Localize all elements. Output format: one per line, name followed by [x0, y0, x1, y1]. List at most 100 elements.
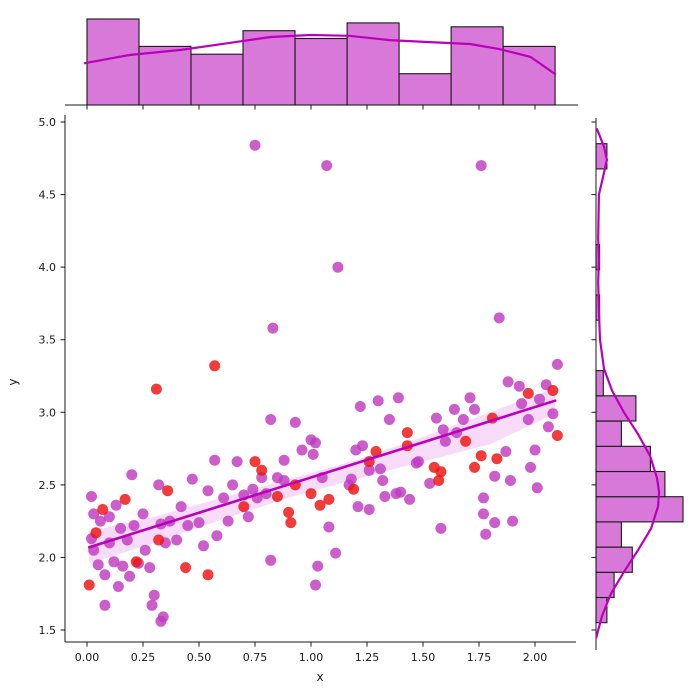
scatter-point [171, 534, 183, 546]
top-marginal-axes [65, 18, 578, 110]
scatter-point [502, 376, 514, 388]
top-kde-curve [83, 33, 557, 76]
scatter-point [285, 517, 297, 529]
scatter-point [478, 508, 489, 520]
scatter-point [323, 521, 335, 533]
scatter-point [424, 477, 436, 489]
scatter-point [522, 414, 534, 425]
y-tick-label: 3.5 [39, 334, 57, 347]
scatter-point [460, 435, 472, 447]
scatter-point [529, 444, 541, 456]
scatter-point [323, 493, 335, 505]
scatter-point [296, 444, 308, 456]
y-axis-label: y [6, 378, 20, 385]
scatter-point [265, 414, 277, 425]
scatter-point [491, 453, 503, 465]
scatter-point [92, 559, 104, 571]
top-histogram-bar [398, 73, 452, 106]
scatter-point [153, 534, 165, 546]
scatter-point [247, 483, 259, 495]
scatter-point [383, 414, 395, 425]
scatter-point [504, 475, 516, 486]
scatter-point [209, 454, 221, 466]
scatter-point [97, 504, 109, 515]
scatter-point [180, 562, 192, 574]
scatter-point [493, 312, 505, 324]
scatter-point [413, 456, 424, 468]
scatter-point [534, 393, 545, 405]
scatter-point [469, 403, 480, 415]
scatter-point [249, 139, 261, 151]
scatter-point [435, 522, 447, 534]
scatter-point [144, 562, 156, 574]
scatter-point [354, 401, 366, 412]
scatter-point [379, 491, 391, 502]
x-tick-label: 0.75 [243, 651, 268, 664]
scatter-point [139, 544, 151, 556]
scatter-point [193, 517, 205, 529]
top-histogram-bar [242, 30, 296, 106]
scatter-point [522, 387, 534, 399]
right-histogram-bar [595, 420, 622, 447]
scatter-point [202, 485, 214, 497]
scatter-point [345, 473, 357, 485]
scatter-point [310, 579, 321, 591]
scatter-point [363, 464, 375, 476]
scatter-point [130, 556, 142, 568]
scatter-point [256, 464, 268, 476]
top-histogram-bar [138, 45, 192, 106]
scatter-point [108, 556, 120, 568]
scatter-point [198, 540, 209, 552]
scatter-point [430, 412, 442, 424]
scatter-point [218, 492, 230, 504]
scatter-point [478, 492, 489, 504]
scatter-point [182, 520, 194, 531]
scatter-point [99, 569, 111, 581]
scatter-point [507, 515, 519, 527]
right-histogram-bars [595, 143, 684, 624]
scatter-point [439, 435, 451, 447]
scatter-point [551, 430, 563, 441]
right-histogram-bar [595, 496, 684, 523]
top-histogram-bar [502, 45, 556, 106]
scatter-point [348, 483, 360, 495]
scatter-point [115, 522, 127, 534]
y-tick-label: 4.0 [39, 261, 57, 274]
scatter-point [310, 437, 321, 449]
y-tick-label: 2.5 [39, 479, 57, 492]
y-tick-label: 3.0 [39, 406, 57, 419]
scatter-point [238, 501, 250, 513]
scatter-point [90, 527, 102, 539]
scatter-point [370, 446, 382, 457]
scatter-point [489, 517, 501, 529]
top-histogram-bar [190, 53, 244, 106]
scatter-series-magenta-points [86, 139, 563, 627]
scatter-point [112, 581, 124, 592]
scatter-point [513, 380, 525, 392]
x-tick-label: 1.00 [299, 651, 324, 664]
scatter-point [516, 398, 528, 410]
scatter-point [148, 589, 160, 601]
scatter-point [94, 515, 106, 527]
scatter-point [363, 504, 375, 515]
scatter-point [249, 456, 261, 468]
x-tick-label: 1.25 [355, 651, 380, 664]
top-histogram-bar [346, 22, 400, 106]
scatter-point [155, 615, 167, 627]
top-histogram-bars [86, 18, 556, 106]
right-histogram-bar [595, 445, 651, 473]
scatter-point [202, 569, 214, 581]
scatter-point [525, 461, 536, 473]
scatter-point [464, 392, 476, 404]
scatter-point [475, 450, 487, 462]
y-tick-label: 5.0 [39, 116, 57, 129]
scatter-point [480, 528, 492, 540]
scatter-point [153, 479, 165, 491]
x-tick-label: 0.00 [75, 651, 100, 664]
scatter-point [83, 579, 95, 591]
scatter-point [186, 473, 198, 485]
y-tick-label: 4.5 [39, 189, 57, 202]
scatter-point [242, 511, 254, 523]
